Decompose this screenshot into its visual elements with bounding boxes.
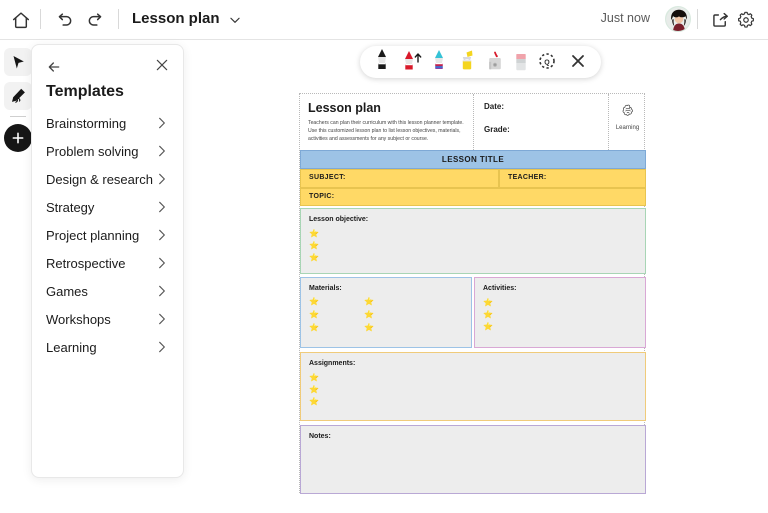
svg-text:Q: Q <box>545 60 551 67</box>
